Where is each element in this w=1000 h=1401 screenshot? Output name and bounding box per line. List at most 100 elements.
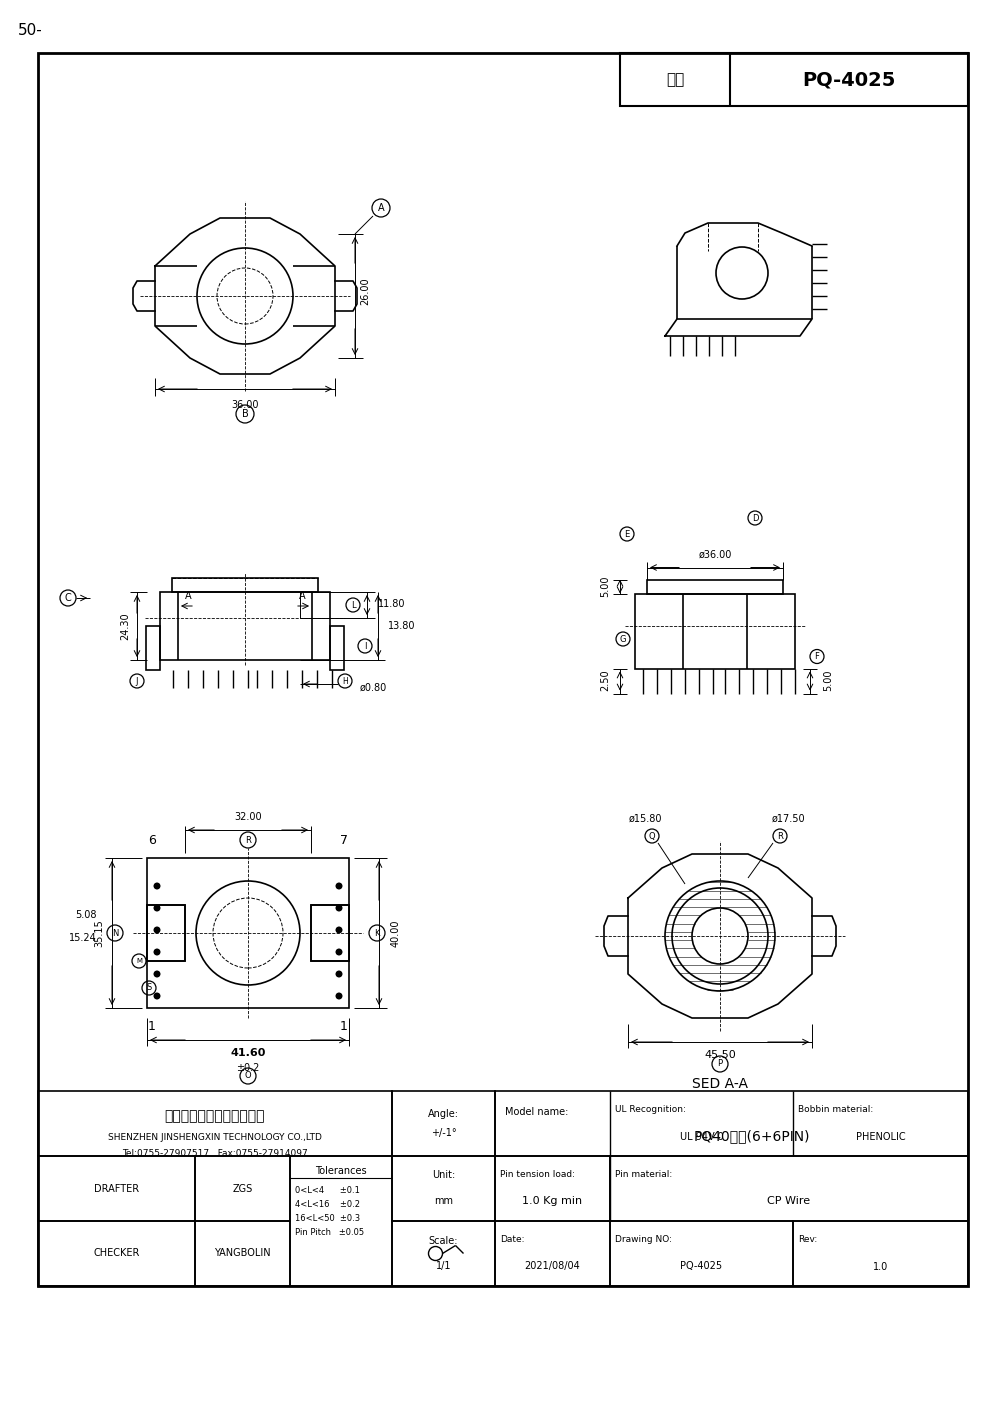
Bar [290, 1156, 392, 1286]
Text: PQ-4025: PQ-4025 [680, 1261, 723, 1272]
Text: Date:: Date: [500, 1234, 524, 1244]
Text: 40.00: 40.00 [391, 919, 401, 947]
Text: 2.50: 2.50 [600, 670, 610, 691]
Text: +/-1°: +/-1° [431, 1128, 456, 1138]
Circle shape [154, 883, 161, 890]
Bar [172, 579, 318, 593]
Text: A: A [378, 203, 384, 213]
Bar [38, 1222, 195, 1286]
Text: Pin material:: Pin material: [615, 1170, 672, 1178]
Circle shape [154, 926, 161, 933]
Text: C: C [65, 593, 71, 602]
Text: 7: 7 [340, 834, 348, 846]
Text: Pin tension load:: Pin tension load: [500, 1170, 575, 1178]
Bar [147, 905, 185, 961]
Text: Tel:0755-27907517   Fax:0755-27914097: Tel:0755-27907517 Fax:0755-27914097 [122, 1149, 308, 1159]
Text: L: L [351, 601, 355, 609]
Text: R: R [245, 835, 251, 845]
Text: O: O [245, 1072, 251, 1080]
Text: M: M [136, 958, 142, 964]
Circle shape [336, 992, 343, 999]
Bar [146, 626, 160, 670]
Bar [620, 53, 968, 106]
Text: 5.08: 5.08 [76, 911, 97, 920]
Text: Drawing NO:: Drawing NO: [615, 1234, 672, 1244]
Text: Model name:: Model name: [505, 1107, 568, 1117]
Text: YANGBOLIN: YANGBOLIN [214, 1248, 271, 1258]
Text: 1: 1 [340, 1020, 348, 1033]
Text: G: G [620, 635, 626, 643]
Text: E: E [624, 530, 630, 538]
Text: B: B [242, 409, 248, 419]
Text: Bobbin material:: Bobbin material: [798, 1105, 873, 1114]
Text: ±0.2: ±0.2 [236, 1063, 260, 1073]
Text: H: H [342, 677, 348, 685]
Bar [147, 857, 349, 1007]
Text: 0<L<4      ±0.1: 0<L<4 ±0.1 [295, 1187, 360, 1195]
Text: 24.30: 24.30 [120, 612, 130, 640]
Bar [610, 1156, 968, 1222]
Text: Pin Pitch   ±0.05: Pin Pitch ±0.05 [295, 1229, 364, 1237]
Text: 35.15: 35.15 [94, 919, 104, 947]
Text: D: D [752, 514, 758, 523]
Text: ø36.00: ø36.00 [698, 549, 732, 559]
Text: Unit:: Unit: [432, 1170, 455, 1181]
Bar [38, 1156, 195, 1222]
Text: SED A-A: SED A-A [692, 1077, 748, 1091]
Bar [195, 1222, 290, 1286]
Text: UL 94V-0: UL 94V-0 [680, 1132, 723, 1142]
Text: PHENOLIC: PHENOLIC [856, 1132, 905, 1142]
Text: 1/1: 1/1 [436, 1261, 451, 1272]
Text: 4<L<16    ±0.2: 4<L<16 ±0.2 [295, 1201, 360, 1209]
Text: mm: mm [434, 1196, 453, 1206]
Text: CHECKER: CHECKER [93, 1248, 140, 1258]
Circle shape [154, 971, 161, 978]
Text: Angle:: Angle: [428, 1108, 459, 1119]
Text: S: S [146, 984, 152, 992]
Bar [495, 1156, 610, 1222]
Text: 26.00: 26.00 [360, 277, 370, 305]
Text: CP Wire: CP Wire [767, 1196, 811, 1206]
Circle shape [336, 948, 343, 955]
Bar [147, 905, 185, 961]
Text: F: F [815, 651, 819, 661]
Text: 32.00: 32.00 [234, 813, 262, 822]
Text: 1.0: 1.0 [873, 1261, 888, 1272]
Text: 41.60: 41.60 [230, 1048, 266, 1058]
Text: N: N [112, 929, 118, 937]
Text: P: P [717, 1059, 723, 1069]
Text: 11.80: 11.80 [378, 600, 406, 609]
Bar [311, 905, 349, 961]
Text: R: R [777, 832, 783, 841]
Text: K: K [374, 929, 380, 937]
Bar [392, 1156, 495, 1222]
Text: 5.00: 5.00 [600, 576, 610, 597]
Circle shape [336, 926, 343, 933]
Text: ZGS: ZGS [232, 1184, 253, 1194]
Text: PQ40立式(6+6PIN): PQ40立式(6+6PIN) [693, 1129, 810, 1143]
Text: 1: 1 [148, 1020, 156, 1033]
Text: 2021/08/04: 2021/08/04 [525, 1261, 580, 1272]
Text: DRAFTER: DRAFTER [94, 1184, 139, 1194]
Bar [330, 626, 344, 670]
Circle shape [336, 905, 343, 912]
Circle shape [154, 992, 161, 999]
Circle shape [154, 905, 161, 912]
Bar [495, 1091, 968, 1156]
Text: PQ-4025: PQ-4025 [802, 70, 896, 90]
Text: 6: 6 [148, 834, 156, 846]
Text: Q: Q [649, 832, 655, 841]
Text: Scale:: Scale: [429, 1236, 458, 1245]
Bar [160, 593, 330, 660]
Text: 5.00: 5.00 [823, 670, 833, 691]
Circle shape [336, 883, 343, 890]
Bar [495, 1222, 610, 1286]
Text: UL Recognition:: UL Recognition: [615, 1105, 686, 1114]
Circle shape [154, 948, 161, 955]
Text: A: A [299, 591, 305, 601]
Bar [311, 905, 349, 961]
Text: ø0.80: ø0.80 [360, 684, 387, 693]
Circle shape [336, 971, 343, 978]
Text: SHENZHEN JINSHENGXIN TECHNOLOGY CO.,LTD: SHENZHEN JINSHENGXIN TECHNOLOGY CO.,LTD [108, 1133, 322, 1142]
Bar [610, 1222, 793, 1286]
